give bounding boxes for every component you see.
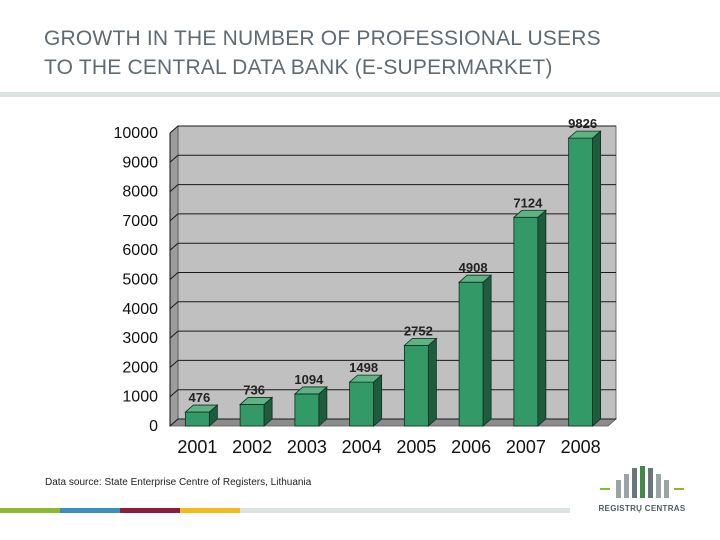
data-label: 9826 — [568, 116, 597, 131]
x-tick-label: 2005 — [396, 437, 436, 457]
x-tick-label: 2008 — [561, 437, 601, 457]
bar-top — [239, 397, 274, 405]
bar — [403, 344, 429, 427]
gridline — [169, 184, 616, 192]
data-label: 476 — [189, 390, 211, 405]
y-tick-label: 3000 — [122, 330, 158, 347]
title-line-1: GROWTH IN THE NUMBER OF PROFESSIONAL USE… — [44, 27, 601, 50]
title-divider — [0, 92, 720, 97]
y-tick-label: 9000 — [122, 154, 158, 171]
title-line-2: TO THE CENTRAL DATA BANK (E-SUPERMARKET) — [44, 56, 553, 79]
chart-floor — [168, 418, 618, 427]
gridline — [169, 272, 616, 280]
bar-side — [482, 274, 492, 427]
bar — [294, 393, 320, 427]
x-tick-label: 2004 — [342, 437, 382, 457]
bar-top — [403, 337, 438, 346]
gridline — [169, 154, 616, 163]
gridline — [169, 125, 616, 134]
x-tick-label: 2006 — [451, 437, 491, 457]
y-tick-label: 0 — [149, 418, 158, 435]
bar-top — [567, 130, 602, 139]
bar — [513, 216, 539, 427]
bar-top — [458, 274, 493, 283]
bottom-color-stripes — [0, 508, 570, 513]
bar-side — [592, 130, 602, 427]
data-label: 4908 — [459, 260, 488, 275]
bar — [184, 411, 210, 427]
y-tick-label: 5000 — [122, 272, 158, 289]
x-tick-label: 2007 — [506, 437, 546, 457]
registru-centras-logo-icon — [600, 466, 684, 498]
x-tick-label: 2003 — [287, 437, 327, 457]
bar — [239, 404, 265, 427]
y-tick-label: 8000 — [122, 184, 158, 201]
stripe-2 — [60, 508, 120, 513]
y-tick-label: 2000 — [122, 359, 158, 376]
x-tick-label: 2001 — [177, 437, 217, 457]
page-title: GROWTH IN THE NUMBER OF PROFESSIONAL USE… — [44, 24, 704, 82]
stripe-rest — [240, 508, 570, 513]
data-label: 1498 — [349, 360, 378, 375]
y-tick-label: 6000 — [122, 242, 158, 259]
bar — [568, 137, 594, 427]
bar-side — [373, 374, 383, 427]
bar-top — [348, 374, 383, 383]
data-label: 2752 — [404, 323, 433, 338]
logo-text: REGISTRŲ CENTRAS — [598, 504, 686, 513]
y-tick-label: 1000 — [122, 389, 158, 406]
stripe-4 — [180, 508, 240, 513]
bar-side — [537, 209, 547, 427]
x-tick-label: 2002 — [232, 437, 272, 457]
stripe-3 — [120, 508, 180, 513]
data-label: 1094 — [294, 372, 324, 387]
bar — [458, 281, 484, 427]
data-label: 7124 — [513, 195, 543, 210]
bar-top — [184, 404, 219, 413]
bar-chart: 0 1000 2000 3000 4000 5000 6000 7000 8000 9000 100… — [114, 116, 618, 457]
bar — [349, 381, 375, 427]
bar-side — [427, 337, 437, 427]
stripe-1 — [0, 508, 60, 513]
bar-top — [512, 209, 547, 218]
data-label: 736 — [243, 382, 265, 397]
y-tick-label: 7000 — [122, 213, 158, 230]
y-tick-label: 10000 — [114, 125, 159, 142]
y-tick-label: 4000 — [122, 301, 158, 318]
bar-top — [293, 386, 328, 395]
data-source-note: Data source: State Enterprise Centre of … — [45, 477, 312, 488]
gridline — [169, 242, 616, 251]
gridline — [169, 213, 616, 222]
